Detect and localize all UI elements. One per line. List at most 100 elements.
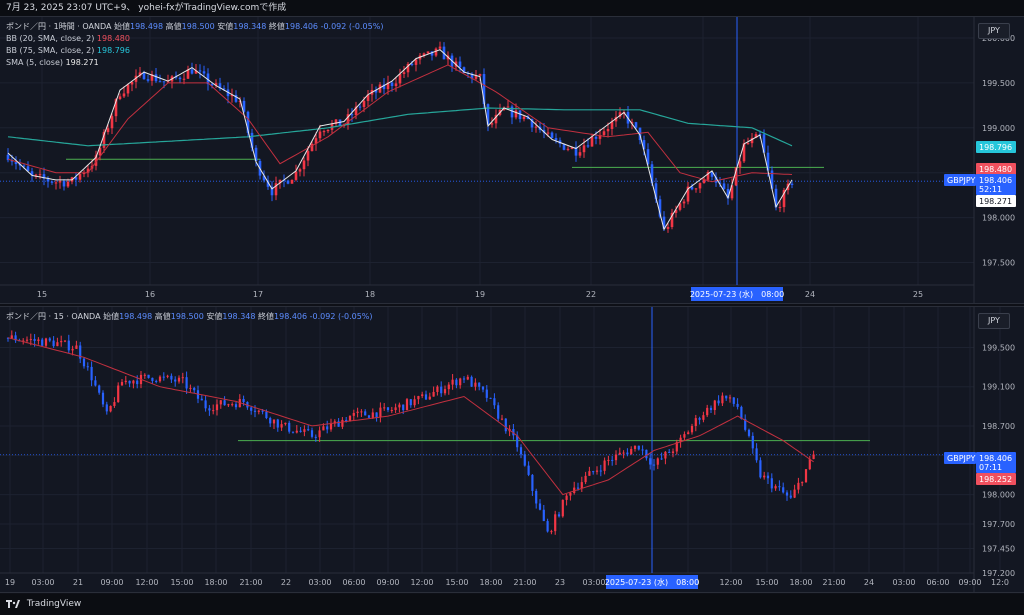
candle-body bbox=[417, 396, 420, 400]
candle-body bbox=[774, 188, 778, 208]
candle-body bbox=[124, 380, 127, 383]
candle-body bbox=[489, 397, 492, 399]
candle-body bbox=[322, 131, 326, 133]
candle-body bbox=[374, 89, 378, 93]
candle-body bbox=[341, 419, 344, 427]
candle-body bbox=[291, 431, 295, 433]
candle-body bbox=[67, 340, 70, 351]
candle-body bbox=[329, 423, 333, 430]
candle-body bbox=[599, 470, 602, 472]
time-axis-label: 12:00 bbox=[135, 578, 158, 587]
candle-body bbox=[614, 454, 618, 461]
candle-body bbox=[386, 407, 390, 411]
candle-body bbox=[366, 94, 370, 101]
candle-body bbox=[660, 458, 663, 460]
chart-1h-canvas[interactable]: 200.000199.500199.000198.500198.000197.5… bbox=[0, 17, 1024, 304]
sma5-line bbox=[7, 49, 793, 231]
time-axis-label: 18:00 bbox=[479, 578, 502, 587]
candle-body bbox=[538, 503, 542, 510]
candle-body bbox=[222, 88, 226, 90]
candle-body bbox=[262, 175, 266, 181]
candle-body bbox=[594, 136, 598, 139]
candle-body bbox=[801, 482, 804, 484]
time-axis-label: 19 bbox=[475, 290, 485, 299]
currency-button-1h[interactable]: JPY bbox=[978, 23, 1010, 39]
candle-body bbox=[694, 188, 698, 190]
candle-body bbox=[170, 375, 173, 380]
candle-body bbox=[634, 122, 638, 128]
candle-body bbox=[674, 209, 678, 213]
candle-body bbox=[721, 395, 724, 404]
candle-body bbox=[590, 136, 594, 147]
candle-body bbox=[146, 79, 150, 81]
candle-body bbox=[570, 147, 574, 149]
candle-body bbox=[421, 394, 424, 397]
candle-body bbox=[410, 63, 414, 65]
candle-body bbox=[130, 81, 134, 85]
time-axis-label: 03:00 bbox=[308, 578, 331, 587]
candle-body bbox=[785, 492, 789, 496]
candle-body bbox=[246, 111, 250, 133]
bb75-basis-line bbox=[7, 107, 793, 147]
candle-body bbox=[367, 415, 371, 418]
candle-body bbox=[728, 397, 732, 399]
chart-header: 7月 23, 2025 23:07 UTC+9、 yohei-fxがTradin… bbox=[0, 0, 1024, 16]
candle-body bbox=[299, 430, 302, 432]
candle-body bbox=[434, 48, 438, 56]
candle-body bbox=[280, 424, 283, 428]
candle-body bbox=[33, 338, 36, 341]
candle-body bbox=[569, 493, 572, 496]
candle-body bbox=[318, 131, 322, 139]
candle-body bbox=[101, 392, 105, 405]
candle-body bbox=[26, 166, 30, 172]
candle-body bbox=[740, 406, 743, 419]
chart-pane-1h[interactable]: 200.000199.500199.000198.500198.000197.5… bbox=[0, 16, 1024, 304]
candle-body bbox=[306, 151, 310, 161]
chart-pane-15m[interactable]: 199.500199.100198.700198.400198.000197.7… bbox=[0, 306, 1024, 593]
candle-body bbox=[797, 482, 800, 490]
candle-body bbox=[242, 398, 245, 402]
candle-body bbox=[90, 366, 93, 381]
candle-body bbox=[690, 425, 694, 433]
price-axis-label: 199.500 bbox=[982, 344, 1015, 353]
price-tag-label: 198.796 bbox=[979, 143, 1012, 152]
candle-body bbox=[610, 121, 614, 129]
candle-body bbox=[30, 171, 34, 176]
candle-body bbox=[94, 380, 97, 386]
candle-body bbox=[662, 216, 666, 229]
candle-body bbox=[782, 487, 785, 493]
candle-body bbox=[518, 110, 522, 120]
candle-body bbox=[812, 454, 815, 460]
chart-15m-canvas[interactable]: 199.500199.100198.700198.400198.000197.7… bbox=[0, 307, 1024, 593]
candle-body bbox=[490, 123, 494, 125]
candle-body bbox=[413, 399, 416, 406]
time-axis-label: 03:00 bbox=[582, 578, 605, 587]
candle-body bbox=[257, 410, 260, 412]
price-tag-label: 07:11 bbox=[979, 463, 1002, 472]
currency-button-15m[interactable]: JPY bbox=[978, 313, 1010, 329]
time-axis-label: 09:00 bbox=[100, 578, 123, 587]
candle-body bbox=[588, 471, 591, 476]
candle-body bbox=[269, 418, 272, 424]
footer-brand: TradingView bbox=[26, 599, 82, 609]
candle-body bbox=[523, 454, 526, 466]
candle-body bbox=[215, 404, 219, 411]
candle-body bbox=[451, 379, 454, 385]
time-axis-label: 21 bbox=[73, 578, 83, 587]
candle-body bbox=[390, 82, 394, 87]
candle-body bbox=[318, 430, 321, 438]
price-axis-label: 198.700 bbox=[982, 422, 1015, 431]
candle-body bbox=[406, 63, 410, 73]
candle-body bbox=[557, 514, 561, 517]
candle-body bbox=[668, 451, 671, 453]
candle-body bbox=[10, 335, 13, 339]
price-tag bbox=[944, 174, 976, 186]
candle-body bbox=[793, 489, 796, 498]
candle-body bbox=[134, 75, 138, 82]
candle-body bbox=[48, 338, 51, 341]
candle-body bbox=[565, 495, 568, 500]
candle-body bbox=[362, 100, 366, 107]
candle-body bbox=[78, 174, 82, 180]
candle-body bbox=[364, 411, 367, 416]
candle-body bbox=[766, 152, 770, 171]
